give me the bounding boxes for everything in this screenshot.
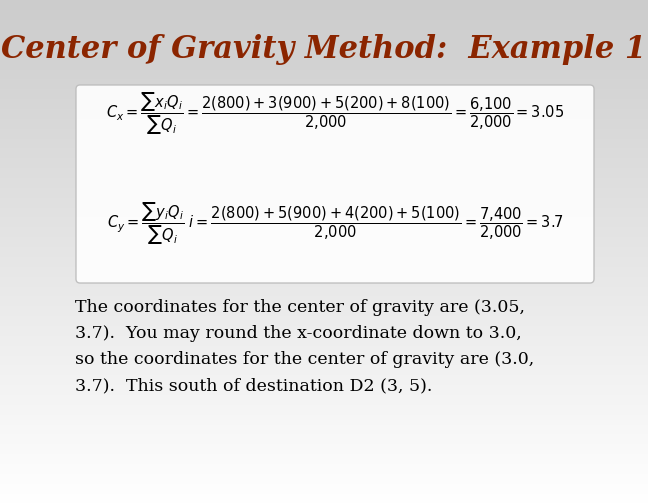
Text: Center of Gravity Method:  Example 1: Center of Gravity Method: Example 1 bbox=[1, 34, 647, 65]
Text: $C_y = \dfrac{\sum y_iQ_i}{\sum Q_i}\ i = \dfrac{2(800)+5(900)+4(200)+5(100)}{2{: $C_y = \dfrac{\sum y_iQ_i}{\sum Q_i}\ i … bbox=[107, 201, 563, 247]
Text: $C_x = \dfrac{\sum x_iQ_i}{\sum Q_i} = \dfrac{2(800)+3(900)+5(200)+8(100)}{2{,}0: $C_x = \dfrac{\sum x_iQ_i}{\sum Q_i} = \… bbox=[106, 91, 564, 137]
Text: The coordinates for the center of gravity are (3.05,
3.7).  You may round the x-: The coordinates for the center of gravit… bbox=[75, 299, 534, 394]
FancyBboxPatch shape bbox=[76, 85, 594, 283]
